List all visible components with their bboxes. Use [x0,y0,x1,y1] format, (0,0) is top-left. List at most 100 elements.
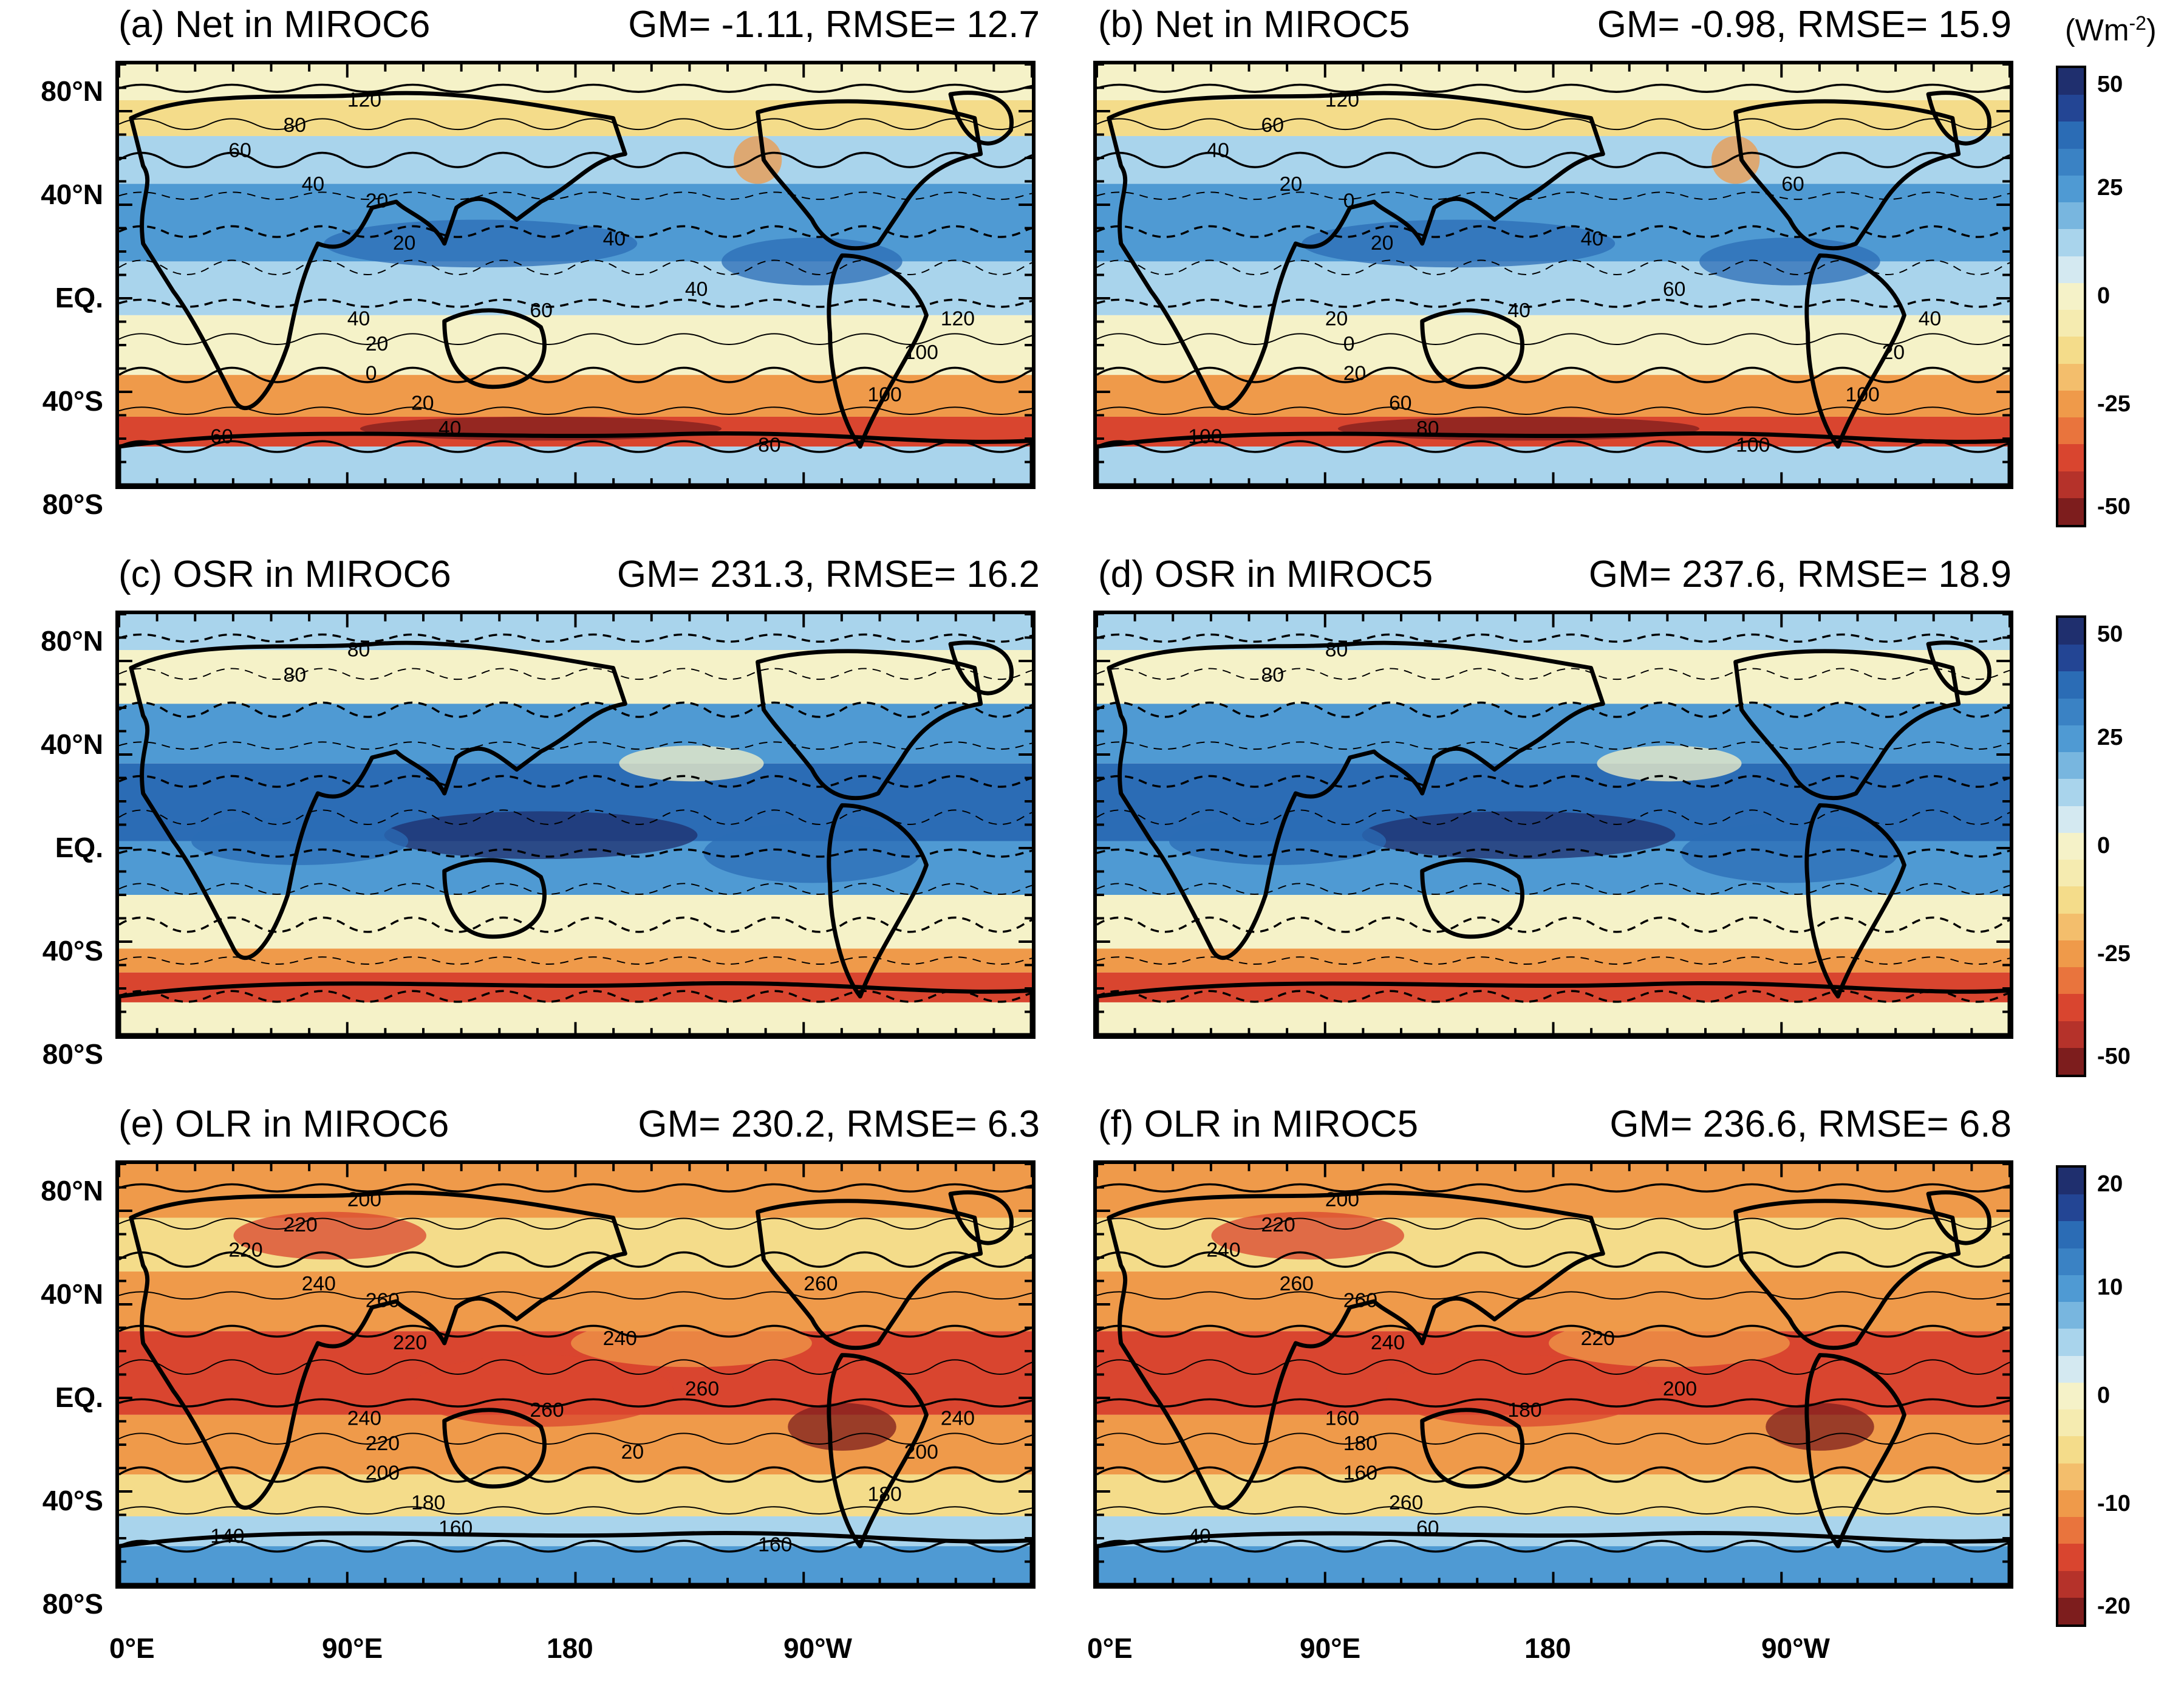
cbar-tick: 25 [2097,725,2123,750]
coastline [1097,1530,2010,1585]
map-panel-d: 80 80 [1093,611,2013,1039]
colorbar-net [2056,66,2086,527]
contour-line [1097,1183,2010,1193]
contour-line [1097,668,2010,680]
contour-label: 40 [1581,228,1604,250]
colorbar-segment [2058,806,2084,835]
contour-label: 40 [1206,140,1229,162]
contour-label: 160 [758,1534,792,1556]
field-anomaly [788,1403,896,1451]
colorbar-segment [2058,671,2084,700]
colorbar-segment [2058,282,2084,312]
contour-label: 140 [210,1525,244,1548]
panel-d-stats: GM= 237.6, RMSE= 18.9 [1588,553,2012,595]
contour-line [119,298,1032,308]
contour-label: 180 [411,1491,445,1514]
contour-label: 40 [1507,300,1531,322]
contour-label: 120 [1325,89,1359,111]
coastline [442,1408,547,1489]
coastline [442,858,547,939]
contour-line [1097,990,2010,1003]
contour-line [1097,259,2010,275]
field-anomaly [1681,823,1899,883]
coastline [1107,91,1605,411]
colorbar-segment [2058,1047,2084,1075]
contour-line [1097,1359,2010,1375]
contour-label: 240 [1371,1332,1405,1354]
colorbar-segment [2058,886,2084,915]
coastline [948,1190,1014,1245]
colorbar-olr [2056,1165,2086,1627]
contour-label: 180 [1507,1399,1541,1422]
field-band [1097,100,2010,136]
coastline [1097,981,2010,1035]
coastline [948,91,1014,146]
colorbar-segment [2058,913,2084,942]
colorbar-segment [2058,68,2084,97]
coastline [1097,431,2010,485]
contour-line [1097,883,2010,895]
colorbar-segment [2058,1275,2084,1304]
contour-line [1097,83,2010,93]
panel-b-title: (b) Net in MIROC5 [1098,4,1410,46]
colorbar-segment [2058,645,2084,673]
contour-label: 160 [1343,1462,1377,1485]
lat-label-80s: 80°S [42,1588,103,1620]
colorbar-segment [2058,1570,2084,1599]
colorbar-segment [2058,1168,2084,1196]
contour-label: 0 [1343,333,1355,355]
contour-line [119,1466,1032,1483]
contour-label: 20 [411,392,434,414]
contour-line [1097,118,2010,131]
lat-label-80s: 80°S [42,488,103,520]
colorbar-segment [2058,725,2084,754]
colorbar-segment [2058,1544,2084,1572]
map-canvas: 200 220 240 260 260 240 220 200 180 160 180 160 260 6… [1097,1164,2010,1585]
cbar-tick: -25 [2097,941,2131,967]
colorbar-segment [2058,1382,2084,1411]
field-band [1097,315,2010,375]
colorbar-segment [2058,471,2084,499]
colorbar-segment [2058,229,2084,258]
lat-label-eq: EQ. [55,832,103,863]
map-panel-b: 120 60 40 20 0 20 40 60 40 20 0 20 60 80 100 100 100 20 40… [1093,61,2013,489]
field-band [119,1271,1032,1332]
colorbar-segment [2058,390,2084,419]
cbar-tick: -10 [2097,1491,2131,1516]
contour-line [1097,1466,2010,1483]
contour-line [119,1251,1032,1268]
contour-line [1097,298,2010,308]
map-panel-a: 120 80 60 40 20 20 40 40 60 40 20 0 20 40 60 80 100 100 12… [115,61,1036,489]
contour-line [119,1359,1032,1375]
contour-line [119,1506,1032,1515]
field-band [119,135,1032,184]
contour-label: 60 [1416,1517,1439,1539]
contour-line [119,225,1032,238]
contour-label: 240 [302,1273,336,1295]
contour-line [1097,151,2010,168]
field-anomaly [1597,745,1742,782]
lon-label-90w: 90°W [783,1632,852,1664]
colorbar-segment [2058,498,2084,525]
contour-label: 80 [1325,639,1348,661]
cbar-tick: 50 [2097,72,2123,97]
colorbar-segment [2058,1248,2084,1277]
cbar-tick: -50 [2097,494,2131,519]
contour-label: 260 [685,1378,719,1400]
contour-label: 100 [1736,434,1770,457]
field-anomaly [233,1211,426,1260]
contour-label: 40 [302,173,325,196]
lat-label-40n: 40°N [41,179,103,210]
lat-label-40n: 40°N [41,728,103,760]
colorbar-segment [2058,779,2084,807]
contour-label: 80 [347,639,370,661]
field-band [119,895,1032,949]
contour-label: 20 [1882,341,1905,364]
contour-line [119,406,1032,415]
colorbar-segment [2058,698,2084,727]
contour-label: 200 [1663,1378,1697,1400]
colorbar-segment [2058,1221,2084,1250]
contour-label: 240 [941,1408,975,1430]
contour-label: 100 [904,341,938,364]
contour-label: 0 [1343,190,1355,213]
